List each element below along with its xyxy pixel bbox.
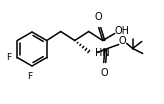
- Text: O: O: [95, 12, 102, 22]
- Text: OH: OH: [114, 27, 129, 37]
- Text: HN: HN: [95, 48, 110, 58]
- Text: O: O: [119, 37, 127, 46]
- Text: F: F: [6, 53, 11, 62]
- Text: O: O: [101, 67, 109, 77]
- Text: F: F: [27, 72, 33, 81]
